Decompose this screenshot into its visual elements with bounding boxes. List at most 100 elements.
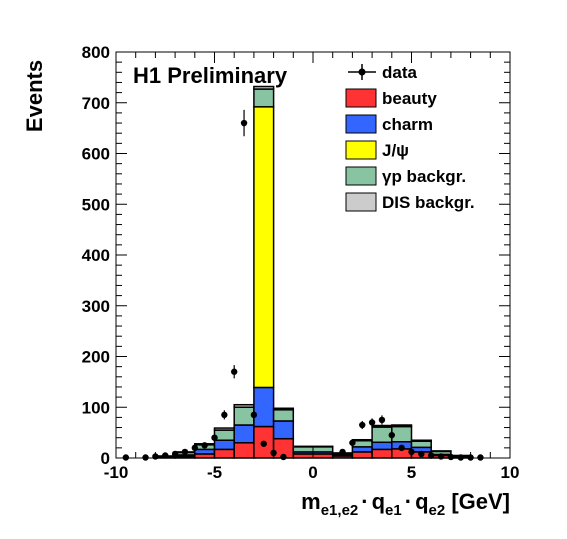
bar-dis-backgr--11 [391,424,413,428]
bar-dis-backgr--7 [292,445,334,448]
legend-label-1: charm [382,115,433,134]
legend-label-0: beauty [382,89,437,108]
data-points [122,109,484,461]
x-axis-title-m: m [301,489,321,514]
data-point-19 [368,419,376,426]
data-point-10 [231,368,238,375]
legend-label-3: γp backgr. [382,167,466,186]
x-tick-label-0: 0 [308,463,317,482]
data-point-1 [142,454,149,461]
data-point-15 [280,453,287,461]
x-axis-title: me1,e2 · qe1 · qe2 [GeV] [301,489,510,519]
bar-dis-backgr--10 [371,424,393,428]
y-tick-label-600: 600 [82,145,110,164]
bar-charm-5 [253,386,275,428]
data-point-6 [191,444,198,452]
bar-beauty-10 [371,448,393,459]
data-point-11 [240,119,248,127]
data-point-12 [250,411,258,419]
y-tick-label-200: 200 [82,348,110,367]
tick-labels: 0 100 200 300 400 500 600 700 800 -10 -5 0 5 10 [82,43,520,482]
x-axis-title-dot1: · [361,489,368,514]
bar-j--5 [253,106,275,389]
chart-annotation: H1 Preliminary [133,63,288,88]
x-axis-title-unit: [GeV] [445,489,510,514]
bar-dis-backgr--12 [410,439,432,443]
bar--p-backgr--5 [253,88,275,108]
bar-beauty-3 [213,448,235,459]
bar-dis-backgr--6 [272,407,295,411]
data-point-21 [388,431,395,439]
x-tick-label--5: -5 [207,463,222,482]
bar--p-backgr--4 [233,406,255,426]
bar-beauty-9 [351,451,373,459]
legend-item-1: charm [345,114,433,134]
data-point-13 [260,440,267,447]
data-point-22 [398,444,405,452]
legend-data-marker [358,68,366,76]
data-point-5 [181,448,189,456]
bar-dis-backgr--13 [430,450,452,453]
data-point-17 [349,439,356,446]
x-tick-label-5: 5 [407,463,416,482]
data-point-9 [221,411,228,419]
data-point-18 [359,421,366,429]
data-point-8 [211,434,218,441]
plot-frame [115,51,511,459]
legend-item-3: γp backgr. [345,166,466,186]
x-axis-title-q2: q [415,489,428,514]
legend-label-4: DIS backgr. [382,193,475,212]
x-tick-label--10: -10 [104,463,129,482]
bar-dis-backgr--4 [233,403,255,408]
legend-swatch-2 [345,140,377,160]
legend-item-4: DIS backgr. [345,192,475,212]
legend-label-data: data [382,63,418,82]
bar-charm-6 [272,420,295,440]
legend-item-2: J/ψ [345,140,409,160]
x-axis-title-dot2: · [405,489,412,514]
legend-swatch-4 [345,192,377,212]
data-point-0 [122,454,130,461]
legend: data beauty charm J/ψ γp backgr. DIS backgr. [345,63,475,212]
data-point-20 [378,416,386,424]
y-tick-label-800: 800 [82,43,110,62]
x-tick-label-10: 10 [501,463,520,482]
legend-swatch-3 [345,166,377,186]
y-tick-label-500: 500 [82,195,110,214]
legend-swatch-0 [345,88,377,108]
x-axis-title-sub2: e1 [385,502,402,519]
bar-charm-9 [351,446,373,453]
x-axis-title-sub3: e2 [429,502,446,519]
bar--p-backgr--12 [410,440,432,449]
data-point-3 [162,452,169,459]
bar-dis-backgr--9 [351,438,373,442]
data-point-24 [418,450,425,458]
bar--p-backgr--6 [272,409,295,422]
data-point-28 [457,454,464,461]
axis-ticks [115,51,511,459]
bar-dis-backgr--5 [253,85,275,90]
y-tick-label-0: 0 [101,449,110,468]
bar-charm-4 [233,424,255,444]
legend-item-data: data [348,63,418,82]
y-tick-label-100: 100 [82,398,110,417]
bar-dis-backgr--3 [213,427,235,431]
legend-label-2: J/ψ [382,141,409,160]
x-axis-title-q1: q [372,489,385,514]
data-point-16 [339,448,346,456]
bar-charm-3 [213,439,235,451]
data-point-26 [437,453,445,460]
y-tick-label-700: 700 [82,94,110,113]
legend-swatch-1 [345,114,377,134]
y-tick-label-300: 300 [82,297,110,316]
histogram-bars [154,85,472,459]
data-point-7 [201,442,208,449]
legend-item-0: beauty [345,88,437,108]
x-axis-title-sub1: e1,e2 [321,502,359,519]
data-point-30 [477,454,484,461]
y-axis-title: Events [22,60,47,132]
y-tick-label-400: 400 [82,246,110,265]
bar-beauty-4 [233,442,255,459]
bar-charm-10 [371,441,393,451]
